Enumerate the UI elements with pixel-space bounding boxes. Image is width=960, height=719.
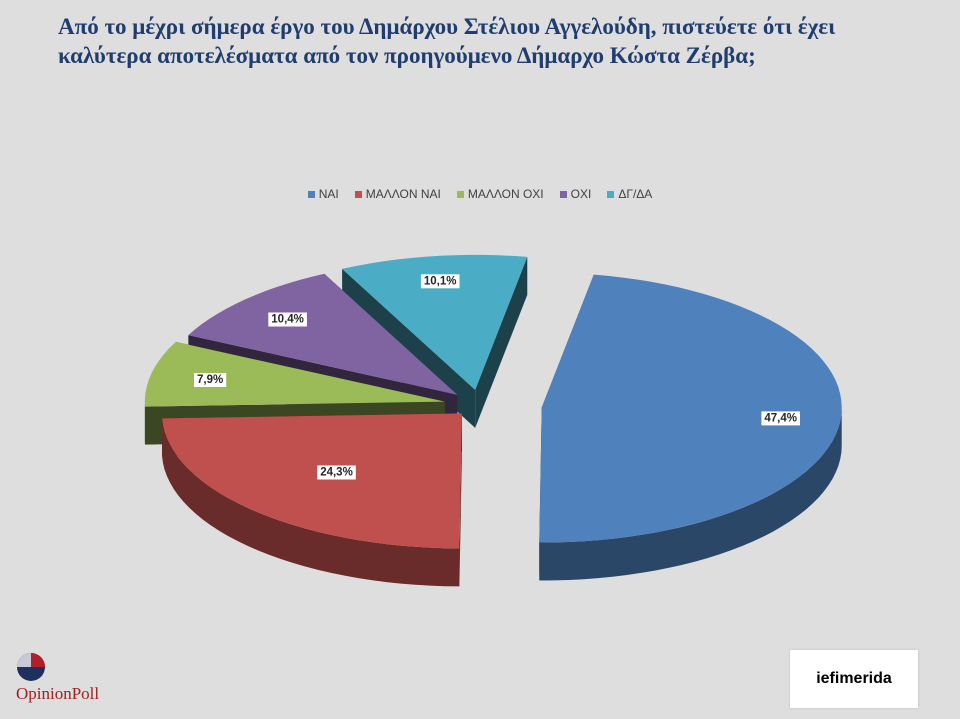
legend-item: ΜΑΛΛΟΝ ΝΑΙ bbox=[354, 187, 441, 201]
legend-label: ΟΧΙ bbox=[570, 187, 592, 201]
legend-label: ΔΓ/ΔΑ bbox=[618, 187, 653, 201]
data-label-box bbox=[268, 312, 307, 327]
legend-item: ΜΑΛΛΟΝ ΟΧΙ bbox=[456, 187, 544, 201]
legend-item: ΔΓ/ΔΑ bbox=[607, 187, 652, 201]
pie-slice-side bbox=[162, 418, 460, 587]
legend-label: ΜΑΛΛΟΝ ΟΧΙ bbox=[467, 187, 544, 201]
legend-item: ΝΑΙ bbox=[307, 187, 339, 201]
title-line-1: Από το μέχρι σήμερα έργο του Δημάρχου Στ… bbox=[58, 14, 836, 39]
pie-slice-top bbox=[144, 341, 445, 407]
data-label: 10,1% bbox=[424, 275, 457, 287]
pie-slice bbox=[539, 274, 842, 581]
iefimerida-logo-text: iefimerida bbox=[816, 670, 892, 687]
data-label: 10,4% bbox=[271, 314, 304, 326]
legend-swatch bbox=[559, 190, 567, 198]
pie-slice-top bbox=[342, 254, 528, 390]
iefimerida-logo: iefimerida bbox=[790, 650, 918, 708]
title-line-2: καλύτερα αποτελέσματα από τον προηγούμεν… bbox=[58, 43, 756, 68]
data-label-box bbox=[761, 411, 800, 426]
pie-slice-top bbox=[162, 413, 462, 549]
data-label: 24,3% bbox=[320, 467, 353, 479]
opinionpoll-logo: OpinionPoll bbox=[16, 652, 99, 703]
legend-swatch bbox=[607, 190, 615, 198]
opinionpoll-logo-icon bbox=[17, 653, 45, 681]
legend-label: ΜΑΛΛΟΝ ΝΑΙ bbox=[365, 187, 441, 201]
data-label-box bbox=[317, 465, 356, 480]
pie-slice-side bbox=[539, 407, 842, 581]
chart-legend: ΝΑΙ ΜΑΛΛΟΝ ΝΑΙ ΜΑΛΛΟΝ ΟΧΙ ΟΧΙ ΔΓ/ΔΑ bbox=[0, 187, 960, 201]
opinionpoll-logo-text: OpinionPoll bbox=[16, 684, 100, 703]
pie-slice bbox=[162, 413, 462, 587]
legend-swatch bbox=[307, 190, 315, 198]
pie-slice-top bbox=[539, 274, 842, 543]
data-label: 7,9% bbox=[197, 374, 223, 386]
pie-slices bbox=[144, 254, 842, 587]
data-label: 47,4% bbox=[764, 412, 797, 424]
page-title: Από το μέχρι σήμερα έργο του Δημάρχου Στ… bbox=[58, 12, 938, 70]
data-label-box bbox=[194, 373, 227, 387]
pie-slice-wall bbox=[459, 413, 462, 587]
legend-item: ΟΧΙ bbox=[559, 187, 592, 201]
pie-slice-wall bbox=[475, 256, 528, 428]
legend-swatch bbox=[354, 190, 362, 198]
legend-swatch bbox=[456, 190, 464, 198]
legend-label: ΝΑΙ bbox=[318, 187, 339, 201]
pie-slice-top bbox=[188, 273, 458, 395]
data-label-box bbox=[420, 274, 460, 289]
